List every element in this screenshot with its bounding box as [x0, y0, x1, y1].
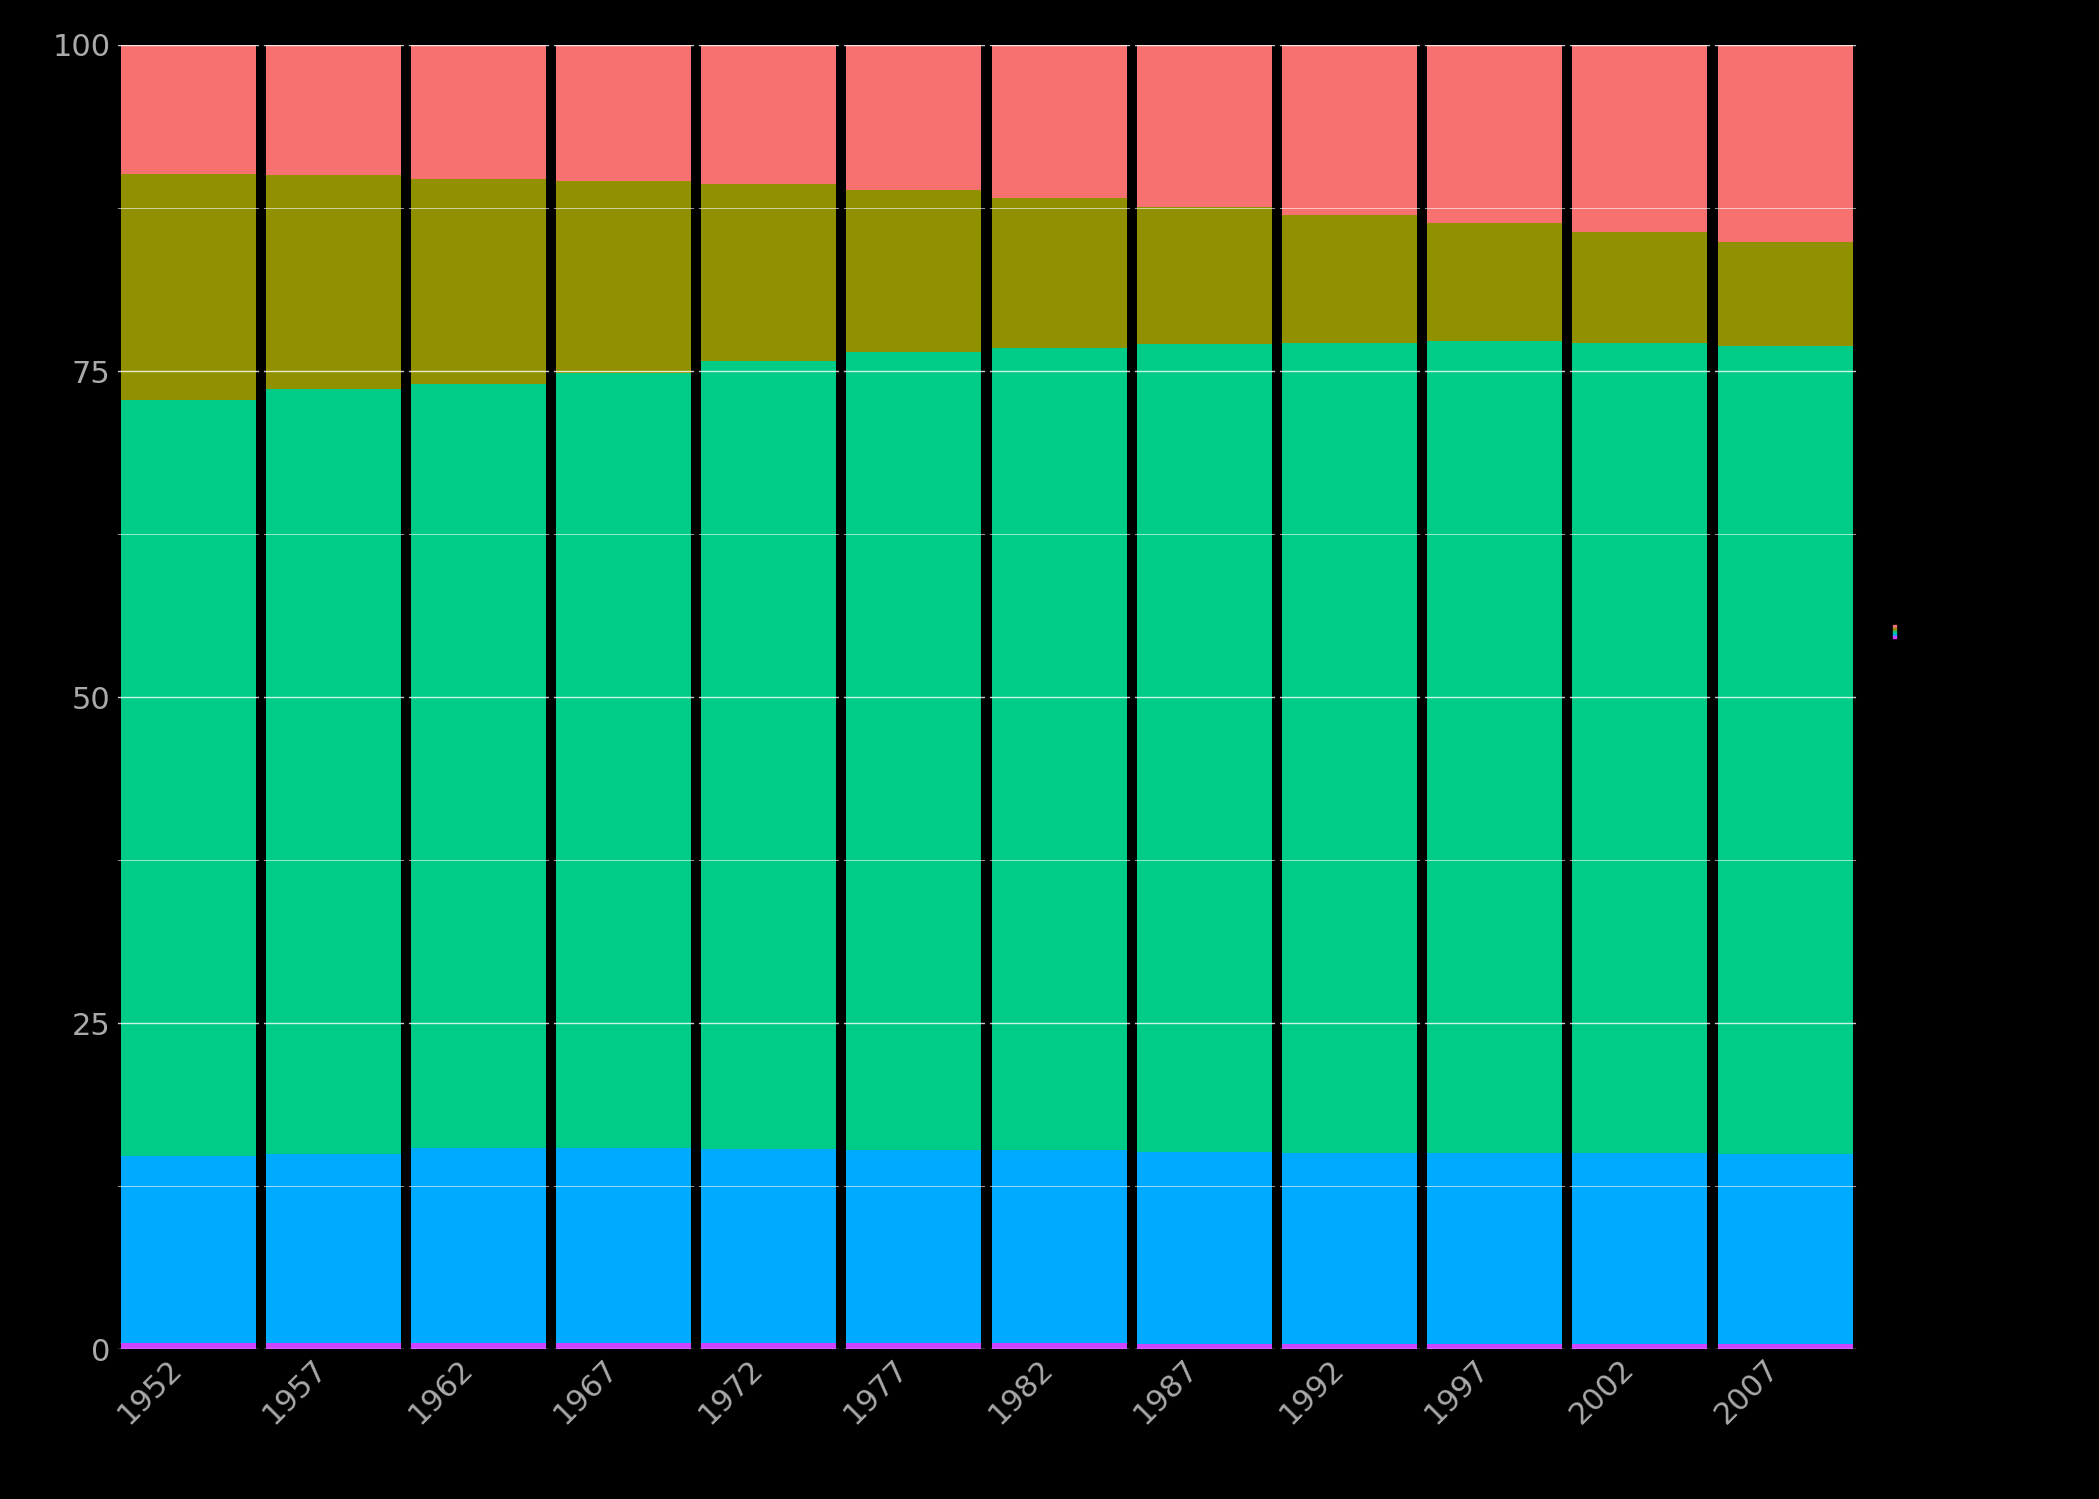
Bar [556, 45, 691, 181]
Bar [1138, 345, 1272, 1151]
Bar [1138, 45, 1272, 207]
Bar [1427, 1343, 1562, 1349]
Bar [991, 1150, 1127, 1343]
Bar [267, 1154, 401, 1343]
Bar [991, 348, 1127, 1150]
Bar [1282, 45, 1417, 216]
Bar [701, 1343, 835, 1349]
Legend: , , , , : , , , , [1893, 625, 1895, 639]
Bar [1138, 207, 1272, 345]
Bar [556, 1343, 691, 1349]
Bar [267, 388, 401, 1154]
Bar [846, 352, 982, 1150]
Bar [1717, 45, 1853, 241]
Bar [991, 45, 1127, 198]
Bar [1717, 346, 1853, 1154]
Bar [701, 45, 835, 184]
Bar [120, 400, 256, 1156]
Bar [701, 1150, 835, 1343]
Bar [120, 45, 256, 174]
Bar [991, 1343, 1127, 1349]
Bar [411, 178, 546, 384]
Bar [120, 1343, 256, 1349]
Bar [701, 361, 835, 1150]
Bar [991, 198, 1127, 348]
Bar [411, 1343, 546, 1349]
Bar [1572, 232, 1706, 343]
Bar [846, 1343, 982, 1349]
Bar [846, 45, 982, 190]
Bar [1282, 216, 1417, 343]
Bar [846, 190, 982, 352]
Bar [556, 373, 691, 1148]
Bar [1572, 1343, 1706, 1349]
Bar [267, 1343, 401, 1349]
Bar [1427, 45, 1562, 223]
Bar [1282, 343, 1417, 1153]
Bar [120, 1156, 256, 1343]
Bar [267, 45, 401, 174]
Bar [1138, 1343, 1272, 1349]
Bar [1282, 1343, 1417, 1349]
Bar [1572, 343, 1706, 1153]
Bar [1138, 1151, 1272, 1343]
Bar [1572, 45, 1706, 232]
Bar [846, 1150, 982, 1343]
Bar [1427, 223, 1562, 342]
Bar [1572, 1153, 1706, 1343]
Bar [411, 45, 546, 178]
Bar [1717, 1345, 1853, 1349]
Bar [1717, 1154, 1853, 1345]
Bar [411, 1148, 546, 1343]
Bar [1427, 342, 1562, 1153]
Bar [1282, 1153, 1417, 1343]
Bar [120, 174, 256, 400]
Bar [701, 184, 835, 361]
Bar [556, 1148, 691, 1343]
Bar [411, 384, 546, 1148]
Bar [1427, 1153, 1562, 1343]
Bar [1717, 241, 1853, 346]
Bar [267, 174, 401, 388]
Bar [556, 181, 691, 373]
